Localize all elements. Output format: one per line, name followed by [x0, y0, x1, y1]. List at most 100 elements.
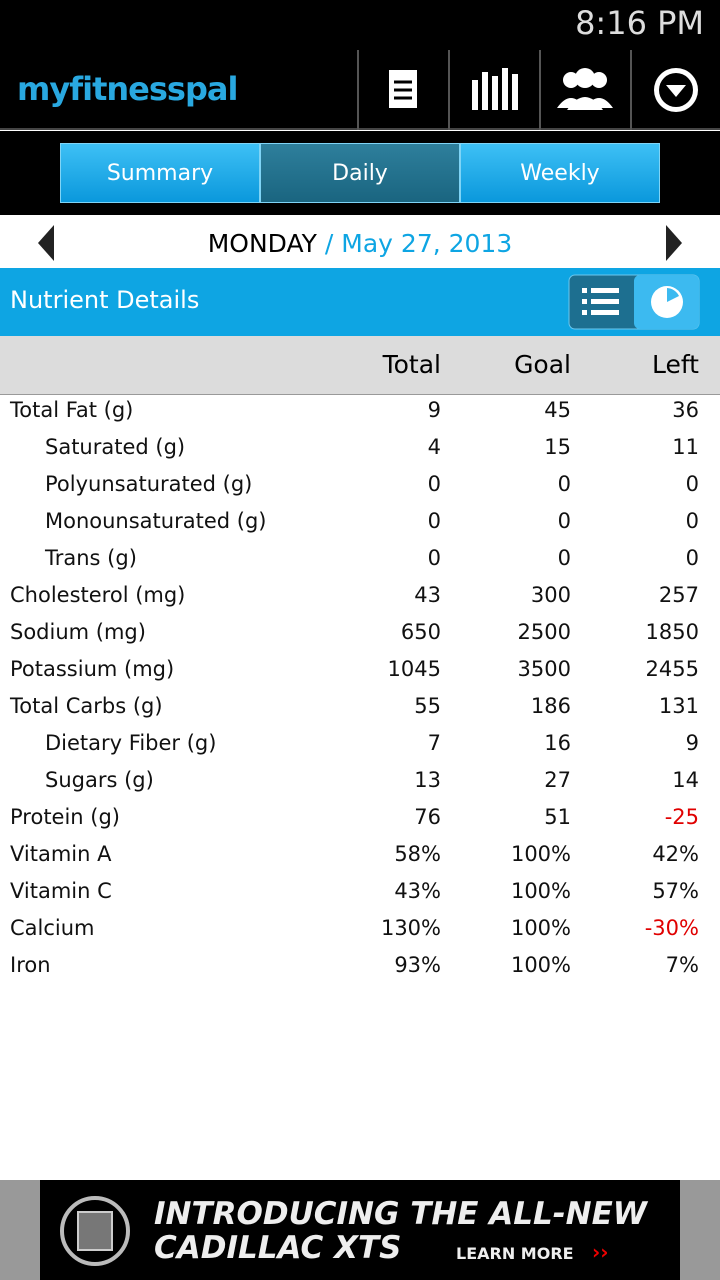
nutrient-total: 0 — [427, 472, 441, 496]
nutrient-total: 0 — [427, 509, 441, 533]
icon — [654, 68, 698, 112]
nutrient-left: 42% — [652, 842, 699, 866]
nutrient-left: -25 — [664, 805, 699, 829]
column-header: Goal — [514, 350, 571, 379]
ad-product: CADILLAC XTS — [154, 1230, 402, 1266]
date: May 27, 2013 — [341, 229, 513, 258]
date-bar: MONDAY / May 27, 2013 — [0, 215, 720, 268]
separator: / — [324, 229, 334, 258]
nutrient-left: 11 — [672, 435, 699, 459]
nutrient-name: Polyunsaturated (g) — [45, 472, 253, 496]
nutrient-name: Monounsaturated (g) — [45, 509, 267, 533]
nutrient-name: Potassium (mg) — [10, 657, 175, 681]
clock: 8:16 PM — [575, 4, 704, 42]
icon — [472, 68, 518, 110]
nutrient-name: Protein (g) — [10, 805, 121, 829]
tab-bar: Summary Daily Weekly — [0, 131, 720, 215]
view-toggle[interactable] — [568, 274, 700, 330]
ad-cta: LEARN MORE — [456, 1244, 574, 1263]
nutrient-goal: 0 — [557, 546, 571, 570]
nutrient-goal: 45 — [544, 398, 571, 422]
nutrient-left: 14 — [672, 768, 699, 792]
nutrient-name: Dietary Fiber (g) — [45, 731, 217, 755]
nutrient-left: 257 — [658, 583, 699, 607]
nutrient-goal: 0 — [557, 509, 571, 533]
nutrient-left: 9 — [685, 731, 699, 755]
nutrient-goal: 100% — [510, 953, 571, 977]
nutrient-name: Iron — [10, 953, 51, 977]
nutrient-left: 7% — [665, 953, 699, 977]
nutrient-goal: 186 — [530, 694, 571, 718]
day: MONDAY — [207, 229, 317, 258]
ad-content: INTRODUCING THE ALL-NEW CADILLAC XTS LEA… — [40, 1180, 680, 1280]
nutrient-total: 13 — [414, 768, 441, 792]
nutrient-left: 0 — [685, 509, 699, 533]
tab[interactable]: Weekly — [460, 143, 660, 203]
nutrient-name: Calcium — [10, 916, 95, 940]
nutrient-total: 1045 — [387, 657, 441, 681]
nutrient-name: Sugars (g) — [45, 768, 154, 792]
logo: myfitnesspal — [17, 70, 238, 108]
nutrient-total: 43 — [414, 583, 441, 607]
nutrient-goal: 51 — [544, 805, 571, 829]
nutrient-left: 131 — [658, 694, 699, 718]
menu-button[interactable] — [630, 50, 720, 130]
nutrient-name: Cholesterol (mg) — [10, 583, 186, 607]
nutrient-name: Total Fat (g) — [10, 398, 134, 422]
column-header: Left — [651, 350, 699, 379]
nutrient-total: 130% — [380, 916, 441, 940]
nutrient-total: 76 — [414, 805, 441, 829]
nutrient-name: Vitamin C — [10, 879, 112, 903]
ad-cta-arrows: ›› — [592, 1240, 609, 1264]
nutrient-goal: 16 — [544, 731, 571, 755]
nutrient-left: 36 — [672, 398, 699, 422]
nutrient-goal: 27 — [544, 768, 571, 792]
nutrient-name: Total Carbs (g) — [10, 694, 163, 718]
friends-button[interactable] — [539, 50, 629, 130]
nutrient-total: 650 — [400, 620, 441, 644]
nutrient-name: Trans (g) — [45, 546, 137, 570]
column-header: Total — [382, 350, 441, 379]
section-title: Nutrient Details — [10, 286, 200, 314]
icon — [389, 70, 417, 108]
nutrient-goal: 15 — [544, 435, 571, 459]
nutrient-name: Vitamin A — [10, 842, 112, 866]
nutrient-goal: 0 — [557, 472, 571, 496]
nutrient-left: -30% — [644, 916, 699, 940]
diary-button[interactable] — [357, 50, 447, 130]
section-header: Nutrient Details — [0, 268, 720, 336]
nutrient-left: 0 — [685, 472, 699, 496]
brand-logo — [60, 1196, 130, 1266]
nutrient-left: 57% — [652, 879, 699, 903]
nutrient-left: 1850 — [645, 620, 699, 644]
ad-headline: INTRODUCING THE ALL-NEW — [154, 1196, 647, 1232]
nutrient-goal: 100% — [510, 842, 571, 866]
nutrient-total: 93% — [394, 953, 441, 977]
nutrient-goal: 2500 — [517, 620, 571, 644]
nutrient-name: Sodium (mg) — [10, 620, 146, 644]
nutrient-goal: 300 — [530, 583, 571, 607]
table-header: Total Goal Left — [0, 336, 720, 395]
nutrient-total: 55 — [414, 694, 441, 718]
nutrient-total: 9 — [427, 398, 441, 422]
icon — [557, 68, 613, 110]
nutrient-total: 58% — [394, 842, 441, 866]
nutrient-goal: 3500 — [517, 657, 571, 681]
nutrient-total: 7 — [427, 731, 441, 755]
nutrient-goal: 100% — [510, 879, 571, 903]
ad-banner[interactable]: INTRODUCING THE ALL-NEW CADILLAC XTS LEA… — [0, 1180, 720, 1280]
nutrient-total: 0 — [427, 546, 441, 570]
prev-day[interactable] — [38, 225, 56, 261]
nutrient-total: 43% — [394, 879, 441, 903]
nutrient-left: 0 — [685, 546, 699, 570]
nutrient-goal: 100% — [510, 916, 571, 940]
nutrient-name: Saturated (g) — [45, 435, 186, 459]
progress-button[interactable] — [448, 50, 538, 130]
tab[interactable]: Summary — [60, 143, 260, 203]
status-bar: 8:16 PM — [0, 0, 720, 50]
next-day[interactable] — [664, 225, 682, 261]
nutrient-left: 2455 — [645, 657, 699, 681]
tab[interactable]: Daily — [260, 143, 460, 203]
app-header: myfitnesspal — [0, 50, 720, 130]
